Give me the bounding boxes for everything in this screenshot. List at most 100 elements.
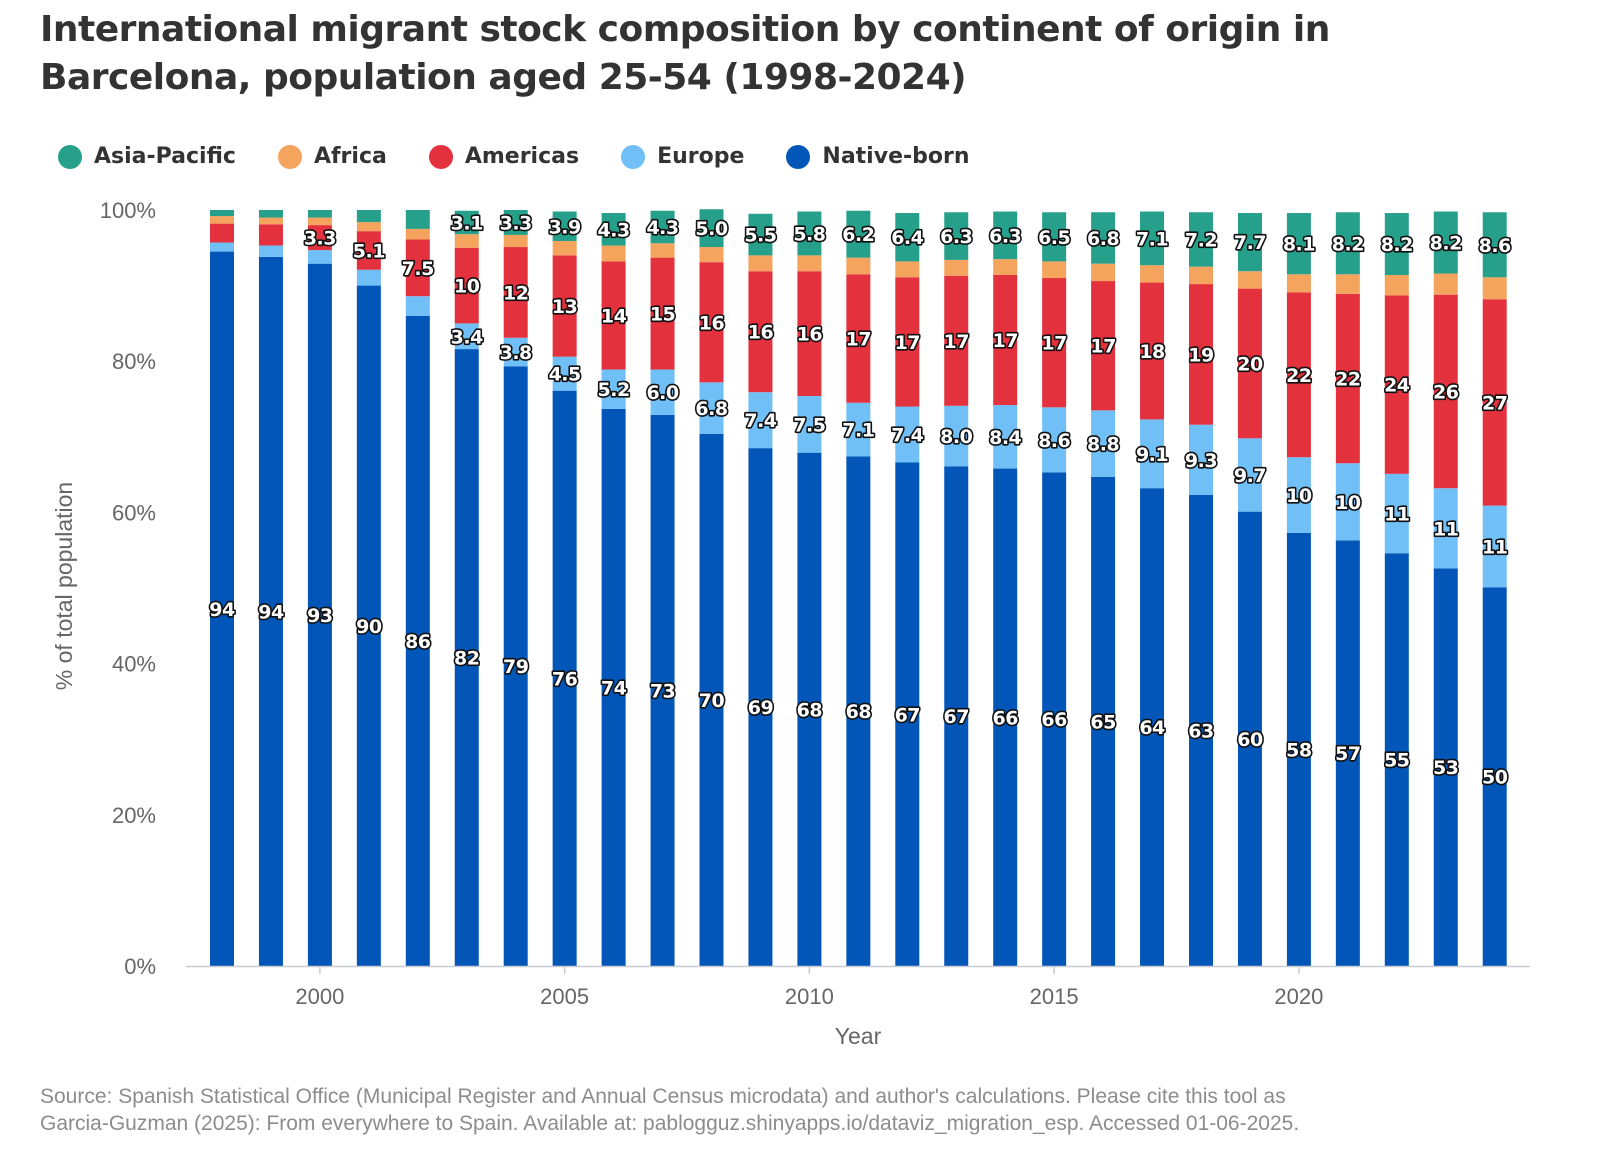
bar-segment-americas[interactable] [1384,295,1409,474]
bar-segment-africa[interactable] [1384,275,1409,296]
bar-segment-americas[interactable] [650,257,675,370]
bar-segment-africa[interactable] [895,261,920,278]
bar-segment-africa[interactable] [1189,266,1213,285]
bar-segment-americas[interactable] [1335,293,1360,464]
bar-segment-europe[interactable] [1482,505,1507,588]
bar-segment-native-born[interactable] [552,390,577,967]
bar-segment-europe[interactable] [846,402,871,457]
bar-segment-native-born[interactable] [1237,511,1262,966]
bar-segment-asia-pacific[interactable] [1140,211,1165,266]
bar-segment-africa[interactable] [797,255,822,272]
bar-segment-asia-pacific[interactable] [1189,212,1213,267]
bar-segment-africa[interactable] [356,222,381,232]
bar-segment-asia-pacific[interactable] [454,210,479,235]
bar-segment-asia-pacific[interactable] [405,210,430,229]
bar-segment-africa[interactable] [1237,271,1262,289]
bar-segment-native-born[interactable] [503,366,528,966]
bar-segment-africa[interactable] [1140,265,1165,283]
bar-segment-americas[interactable] [1482,299,1507,506]
bar-segment-europe[interactable] [503,337,528,367]
bar-segment-asia-pacific[interactable] [944,212,969,260]
bar-segment-asia-pacific[interactable] [1237,213,1262,272]
bar-segment-native-born[interactable] [601,408,626,966]
bar-segment-asia-pacific[interactable] [356,210,381,223]
bar-segment-americas[interactable] [1286,292,1311,458]
bar-segment-native-born[interactable] [1433,568,1458,966]
bar-segment-asia-pacific[interactable] [895,213,920,262]
bar-segment-americas[interactable] [699,262,724,383]
bar-segment-asia-pacific[interactable] [552,211,577,241]
bar-segment-europe[interactable] [258,245,283,257]
bar-segment-native-born[interactable] [797,452,822,966]
bar-segment-asia-pacific[interactable] [797,211,822,256]
bar-segment-americas[interactable] [405,239,430,297]
bar-segment-africa[interactable] [307,217,332,226]
legend-item-native-born[interactable]: Native-born [786,144,970,169]
bar-segment-europe[interactable] [797,395,822,453]
bar-segment-americas[interactable] [1042,278,1067,408]
bar-segment-native-born[interactable] [895,462,920,966]
bar-segment-africa[interactable] [1335,274,1360,294]
bar-segment-europe[interactable] [307,250,332,264]
bar-segment-native-born[interactable] [1286,532,1311,966]
bar-segment-europe[interactable] [993,405,1018,469]
bar-segment-asia-pacific[interactable] [993,211,1018,260]
bar-segment-europe[interactable] [552,356,577,391]
bar-segment-africa[interactable] [1433,273,1458,295]
bar-segment-americas[interactable] [797,271,822,396]
bar-segment-africa[interactable] [1286,274,1311,293]
bar-segment-americas[interactable] [601,261,626,370]
bar-segment-europe[interactable] [895,406,920,463]
bar-segment-americas[interactable] [258,224,283,246]
bar-segment-native-born[interactable] [650,414,675,967]
bar-segment-americas[interactable] [748,271,773,393]
bar-segment-native-born[interactable] [1384,553,1409,966]
bar-segment-europe[interactable] [748,392,773,449]
bar-segment-americas[interactable] [1189,284,1213,425]
bar-segment-europe[interactable] [356,269,381,286]
bar-segment-americas[interactable] [1433,294,1458,489]
legend-item-americas[interactable]: Americas [428,144,579,169]
bar-segment-americas[interactable] [307,225,332,251]
bar-segment-europe[interactable] [1042,407,1067,473]
bar-segment-africa[interactable] [1042,261,1067,279]
bar-segment-europe[interactable] [944,405,969,467]
bar-segment-europe[interactable] [1091,410,1116,477]
bar-segment-asia-pacific[interactable] [1286,213,1311,275]
bar-segment-native-born[interactable] [454,349,479,966]
bar-segment-americas[interactable] [895,277,920,407]
bar-segment-native-born[interactable] [1482,587,1507,966]
bar-segment-native-born[interactable] [307,263,332,966]
bar-segment-americas[interactable] [1091,281,1116,411]
bar-segment-native-born[interactable] [210,251,234,966]
bar-segment-africa[interactable] [944,259,969,276]
bar-segment-asia-pacific[interactable] [846,210,871,258]
bar-segment-native-born[interactable] [1189,495,1213,966]
bar-segment-europe[interactable] [650,369,675,415]
bar-segment-native-born[interactable] [1140,488,1165,966]
bar-segment-europe[interactable] [1189,424,1213,496]
bar-segment-africa[interactable] [1091,263,1116,282]
bar-segment-americas[interactable] [552,255,577,357]
bar-segment-europe[interactable] [210,242,234,252]
bar-segment-asia-pacific[interactable] [1433,211,1458,274]
bar-segment-asia-pacific[interactable] [210,210,234,217]
bar-segment-native-born[interactable] [699,433,724,966]
bar-segment-native-born[interactable] [1091,476,1116,966]
bar-segment-asia-pacific[interactable] [601,213,626,246]
bar-segment-africa[interactable] [993,259,1018,276]
bar-segment-africa[interactable] [846,257,871,275]
bar-segment-asia-pacific[interactable] [1482,212,1507,278]
bar-segment-asia-pacific[interactable] [503,210,528,235]
bar-segment-africa[interactable] [699,247,724,263]
bar-segment-europe[interactable] [405,296,430,316]
bar-segment-africa[interactable] [258,217,283,225]
bar-segment-africa[interactable] [748,255,773,272]
bar-segment-native-born[interactable] [993,468,1018,966]
bar-segment-europe[interactable] [1237,438,1262,512]
bar-segment-asia-pacific[interactable] [1042,212,1067,262]
bar-segment-europe[interactable] [1140,419,1165,489]
bar-segment-native-born[interactable] [258,256,283,966]
bar-segment-native-born[interactable] [944,466,969,966]
bar-segment-americas[interactable] [356,231,381,270]
